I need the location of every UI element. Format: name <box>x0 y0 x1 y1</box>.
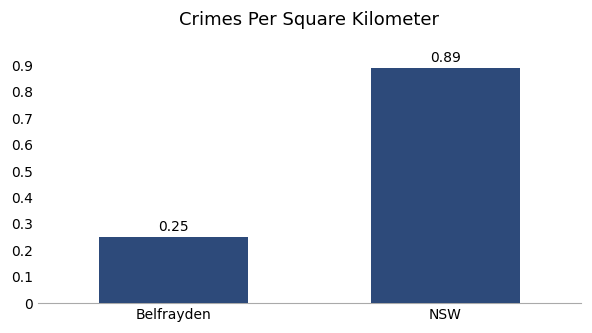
Title: Crimes Per Square Kilometer: Crimes Per Square Kilometer <box>179 11 439 29</box>
Bar <box>371 68 520 303</box>
Bar <box>99 237 249 303</box>
Text: 0.89: 0.89 <box>430 51 461 65</box>
Text: 0.25: 0.25 <box>159 220 189 234</box>
